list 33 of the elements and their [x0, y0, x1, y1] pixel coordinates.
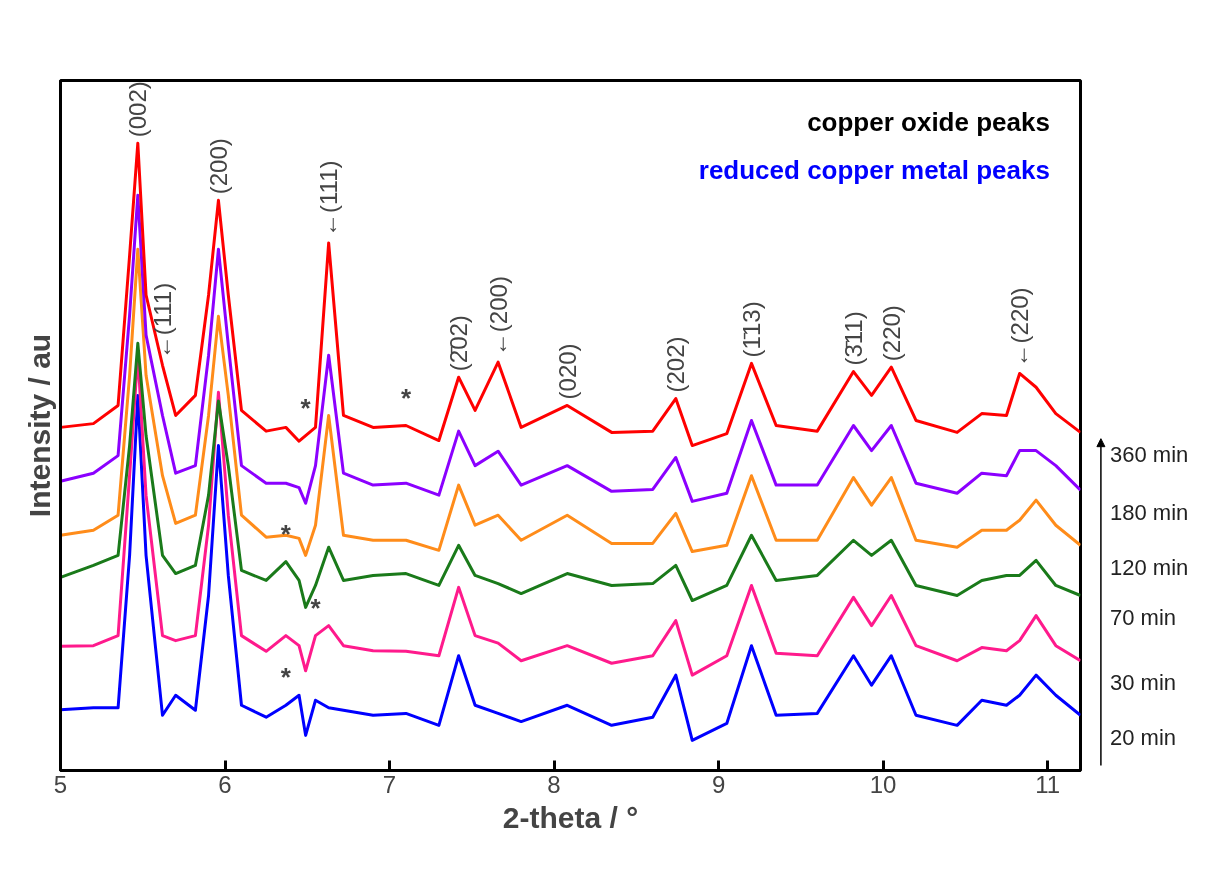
- annotation: ←(111): [149, 282, 176, 360]
- x-tick-label: 10: [869, 770, 897, 798]
- annotation: (020): [553, 343, 581, 400]
- annotation: (2̄02): [445, 315, 473, 372]
- x-axis-title: 2-theta / °: [502, 800, 639, 834]
- annotation: (3̄11): [839, 311, 867, 366]
- series-label: 360 min: [1110, 441, 1189, 467]
- annotation: ←(111): [315, 160, 343, 237]
- x-tick-label: 11: [1035, 770, 1061, 798]
- annotation: *: [280, 662, 292, 693]
- annotation: (202): [662, 336, 690, 393]
- annotation: reduced copper metal peaks: [698, 155, 1050, 186]
- annotation: (220): [877, 305, 905, 362]
- x-tick-label: 5: [53, 770, 68, 798]
- series-label: 20 min: [1110, 724, 1177, 750]
- annotation: *: [400, 382, 412, 413]
- x-tick-label: 7: [382, 770, 397, 798]
- annotation: *: [300, 392, 312, 423]
- annotation: ←(220): [1006, 287, 1034, 368]
- series-label: 120 min: [1110, 554, 1189, 580]
- annotation: *: [310, 592, 322, 623]
- y-axis-title: Intensity / au: [22, 333, 56, 518]
- x-tick-label: 9: [711, 770, 726, 798]
- text: copper oxide peaks: [807, 106, 1050, 137]
- x-tick-label: 6: [218, 770, 232, 798]
- annotation: (1̄13): [737, 301, 765, 358]
- annotation: ←(200): [484, 276, 512, 357]
- series-label: 30 min: [1110, 670, 1177, 696]
- series-label: 180 min: [1110, 499, 1189, 525]
- annotation: (200): [204, 138, 232, 195]
- annotation: (002): [124, 81, 152, 138]
- series-label: 70 min: [1110, 604, 1177, 630]
- x-tick-label: 8: [547, 770, 561, 798]
